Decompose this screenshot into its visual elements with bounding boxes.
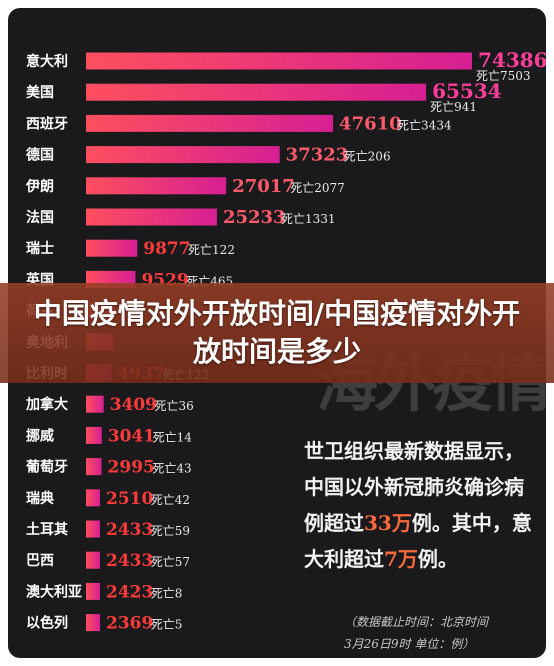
bar bbox=[86, 426, 102, 444]
data-source-note: （数据截止时间：北京时间 3月26日9时 单位：例） bbox=[344, 611, 544, 655]
value-label: 2433 bbox=[106, 551, 153, 571]
bar bbox=[86, 208, 217, 226]
note-text-3: 例。 bbox=[417, 547, 458, 571]
value-label: 74386 bbox=[478, 48, 546, 72]
banner-title: 中国疫情对外开放时间/中国疫情对外开放时间是多少 bbox=[33, 297, 521, 368]
category-label: 法国 bbox=[26, 209, 54, 226]
bar bbox=[86, 83, 427, 101]
bar bbox=[86, 177, 227, 195]
summary-note: 世卫组织最新数据显示，中国以外新冠肺炎确诊病例超过33万例。其中，意大利超过7万… bbox=[304, 433, 536, 577]
value-label: 25233 bbox=[223, 207, 286, 228]
value-label: 2510 bbox=[106, 489, 153, 509]
value-label: 3041 bbox=[108, 426, 155, 446]
death-label: 死亡941 bbox=[430, 100, 477, 114]
value-label: 27017 bbox=[232, 176, 295, 197]
death-label: 死亡59 bbox=[151, 524, 190, 538]
source-line-1: （数据截止时间：北京时间 bbox=[344, 615, 489, 629]
category-label: 澳大利亚 bbox=[26, 583, 82, 600]
value-label: 47610 bbox=[339, 113, 402, 134]
bar bbox=[86, 582, 100, 600]
category-label: 瑞典 bbox=[26, 490, 54, 507]
death-label: 死亡2077 bbox=[290, 181, 345, 195]
death-label: 死亡8 bbox=[151, 586, 183, 600]
note-highlight-total: 33万 bbox=[364, 511, 412, 535]
value-label: 2433 bbox=[106, 520, 153, 540]
category-label: 以色列 bbox=[26, 615, 68, 632]
bar bbox=[86, 239, 138, 257]
value-label: 37323 bbox=[286, 145, 349, 166]
value-label: 65534 bbox=[432, 79, 502, 103]
category-label: 西班牙 bbox=[26, 115, 68, 132]
death-label: 死亡43 bbox=[152, 462, 191, 476]
death-label: 死亡57 bbox=[151, 555, 190, 569]
bar bbox=[86, 458, 102, 476]
note-highlight-italy: 7万 bbox=[384, 547, 418, 571]
death-label: 死亡1331 bbox=[281, 212, 336, 226]
value-label: 2423 bbox=[106, 582, 153, 602]
category-label: 意大利 bbox=[26, 53, 68, 70]
death-label: 死亡36 bbox=[154, 399, 193, 413]
category-label: 挪威 bbox=[26, 427, 54, 444]
death-label: 死亡14 bbox=[153, 430, 193, 444]
bar bbox=[86, 489, 100, 507]
death-label: 死亡42 bbox=[151, 493, 190, 507]
value-label: 3409 bbox=[110, 395, 157, 415]
bar bbox=[86, 146, 280, 164]
category-label: 德国 bbox=[26, 147, 54, 164]
category-label: 美国 bbox=[26, 84, 54, 101]
death-label: 死亡206 bbox=[344, 150, 391, 164]
category-label: 瑞士 bbox=[26, 240, 54, 257]
note-text-1: 世卫组织最新数据显示，中国以外新冠肺炎确诊病例超过 bbox=[304, 439, 524, 535]
bar bbox=[86, 395, 104, 413]
bar bbox=[86, 114, 334, 132]
bar bbox=[86, 52, 472, 70]
category-label: 伊朗 bbox=[25, 178, 54, 195]
value-label: 2369 bbox=[106, 614, 153, 634]
note-text-2: 例。其中，意大利超过 bbox=[304, 511, 532, 571]
bar bbox=[86, 614, 100, 632]
value-label: 2995 bbox=[108, 458, 155, 478]
source-line-2: 3月26日9时 单位：例） bbox=[344, 637, 475, 651]
death-label: 死亡7503 bbox=[476, 69, 531, 83]
death-label: 死亡5 bbox=[151, 618, 183, 632]
bar bbox=[86, 551, 100, 569]
category-label: 巴西 bbox=[26, 553, 54, 569]
category-label: 土耳其 bbox=[26, 521, 68, 538]
death-label: 死亡122 bbox=[188, 243, 235, 257]
bar bbox=[86, 520, 100, 538]
value-label: 9877 bbox=[143, 239, 190, 259]
category-label: 葡萄牙 bbox=[25, 459, 68, 476]
title-banner: 中国疫情对外开放时间/中国疫情对外开放时间是多少 bbox=[0, 283, 554, 383]
category-label: 加拿大 bbox=[25, 396, 68, 413]
death-label: 死亡3434 bbox=[397, 118, 452, 132]
